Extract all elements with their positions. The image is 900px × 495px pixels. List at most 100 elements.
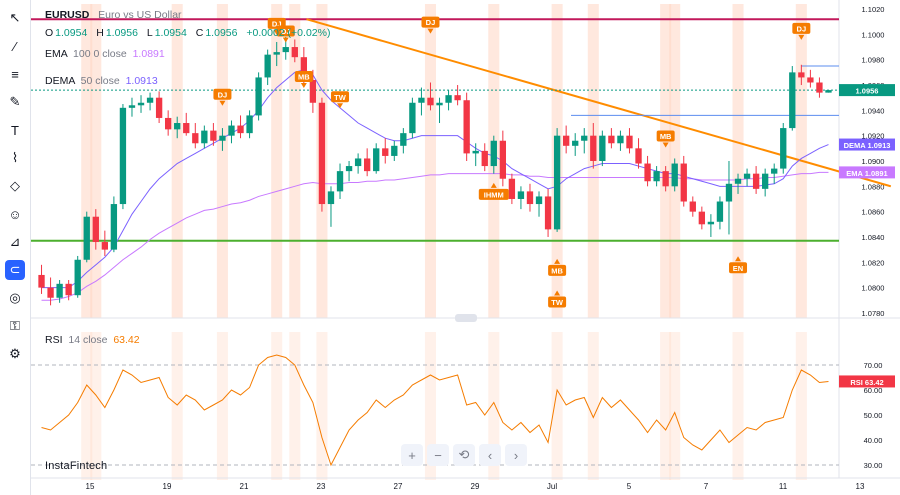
pattern-highlight-band-rsi [316, 332, 328, 480]
pattern-icon[interactable]: ⌇ [11, 150, 19, 165]
scroll-left-button[interactable]: ‹ [479, 444, 501, 466]
scroll-right-button[interactable]: › [505, 444, 527, 466]
close-value: 1.0956 [205, 27, 238, 39]
open-value: 1.0954 [55, 27, 88, 39]
candle-body [771, 168, 778, 174]
pattern-highlight-band [90, 4, 102, 318]
rsi-legend[interactable]: RSI 14 close 63.42 [45, 334, 140, 346]
pattern-label: MB [298, 73, 310, 82]
candle-body [273, 52, 280, 55]
candle-body [336, 171, 344, 192]
time-tick-label: 13 [856, 482, 865, 491]
candle-body [210, 130, 217, 141]
settings-icon[interactable]: ⚙ [9, 346, 21, 361]
pattern-label: DJ [426, 18, 436, 27]
pattern-highlight-band-rsi [795, 332, 807, 480]
candle-body [544, 196, 552, 230]
pattern-highlight-band [424, 4, 436, 318]
lock-icon[interactable]: ⚿ [10, 318, 20, 333]
price-tick-label: 1.0940 [862, 106, 885, 115]
magnet-icon[interactable]: ⊂ [5, 260, 25, 280]
candle-body [617, 135, 624, 144]
cursor-icon[interactable]: ↖ [9, 10, 21, 25]
line-tool-icon[interactable]: ⁄ [13, 38, 17, 54]
eye-icon[interactable]: ◎ [9, 290, 21, 305]
pattern-label-box [276, 25, 295, 37]
ema-legend[interactable]: EMA 100 0 close 1.0891 [45, 48, 165, 60]
candle-body [780, 128, 787, 169]
candle-body [436, 102, 443, 106]
candle-body [354, 158, 362, 167]
pane-resize-handle[interactable] [455, 314, 477, 322]
up-arrow-icon [735, 256, 742, 262]
down-arrow-icon [427, 28, 434, 34]
zoom-out-button[interactable]: − [427, 444, 449, 466]
pattern-highlight-band-rsi [424, 332, 436, 480]
fib-icon[interactable]: ≡ [11, 66, 19, 82]
emoji-icon[interactable]: ☺ [8, 206, 22, 222]
candle-body [418, 97, 425, 103]
pattern-label: TW [551, 298, 564, 307]
up-arrow-icon [490, 182, 497, 188]
candle-body [789, 72, 796, 129]
low-label: L [146, 27, 153, 39]
chart-area[interactable]: 1.10201.10001.09801.09601.09401.09201.09… [31, 0, 900, 495]
pattern-highlight-band [289, 4, 301, 318]
pattern-label-box [478, 188, 509, 200]
candle-body [463, 100, 470, 154]
candle-body [345, 166, 353, 172]
candle-body [137, 102, 145, 106]
pattern-label-box [294, 71, 313, 83]
candle-body [183, 123, 190, 134]
time-tick-label: 5 [627, 482, 632, 491]
pattern-label-box [421, 16, 440, 28]
dema-line [41, 69, 829, 289]
candle-body [255, 77, 262, 116]
candle-body [725, 183, 733, 202]
candle-body [246, 115, 253, 134]
pattern-highlight-band [171, 4, 183, 318]
candle-body [373, 148, 380, 172]
time-tick-label: 23 [317, 482, 326, 491]
price-tick-label: 1.0800 [862, 284, 885, 293]
candle-body [626, 135, 633, 149]
pattern-highlight-band [271, 4, 283, 318]
price-tick-label: 1.0840 [862, 233, 885, 242]
zoom-in-button[interactable]: + [401, 444, 423, 466]
pattern-label: IHMM [484, 190, 504, 199]
measure-icon[interactable]: ⊿ [9, 234, 21, 249]
pattern-highlight-band [660, 4, 672, 318]
candle-body [363, 158, 371, 172]
candle-body [74, 259, 81, 296]
candle-body [174, 123, 181, 130]
candle-body [680, 163, 687, 202]
candle-body [228, 125, 235, 136]
rsi-axis-tag-bg [839, 375, 895, 388]
pattern-label: EN [733, 264, 743, 273]
brush-icon[interactable]: ✎ [9, 94, 21, 109]
candle-body [454, 95, 461, 101]
ema-line [41, 171, 829, 301]
time-tick-label: 29 [471, 482, 480, 491]
candle-body [689, 201, 696, 212]
candle-body [698, 211, 706, 225]
ema-name: EMA [45, 48, 68, 60]
text-icon[interactable]: T [11, 122, 19, 138]
ohlc-legend: O 1.0954 H 1.0956 L 1.0954 C 1.0956 +0.0002 … [45, 27, 336, 39]
shape-icon[interactable]: ◇ [10, 178, 20, 193]
chart-canvas[interactable]: 1.10201.10001.09801.09601.09401.09201.09… [31, 0, 900, 495]
candle-body [608, 135, 615, 144]
up-arrow-icon [554, 290, 561, 296]
rsi-tick-label: 70.00 [864, 361, 883, 370]
candle-body [119, 107, 127, 205]
time-tick-label: 11 [779, 482, 788, 491]
price-tick-label: 1.0920 [862, 132, 885, 141]
pattern-label: MB [660, 132, 672, 141]
candle-body [65, 283, 72, 296]
dema-legend[interactable]: DEMA 50 close 1.0913 [45, 75, 158, 87]
down-arrow-icon [300, 83, 307, 89]
reset-view-button[interactable]: ⟲ [453, 444, 475, 466]
brand-watermark: InstaFintech [45, 460, 108, 472]
pattern-label-box [792, 22, 811, 34]
pattern-highlight-band [732, 4, 744, 318]
